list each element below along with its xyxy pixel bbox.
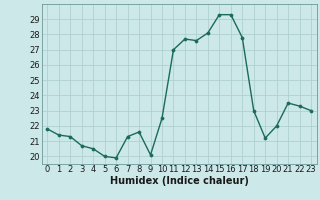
X-axis label: Humidex (Indice chaleur): Humidex (Indice chaleur)	[110, 176, 249, 186]
